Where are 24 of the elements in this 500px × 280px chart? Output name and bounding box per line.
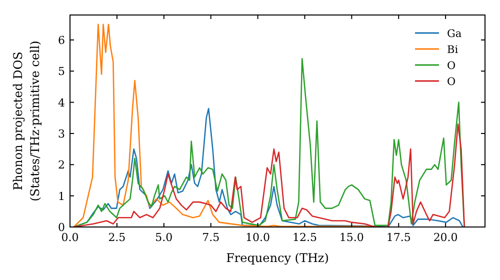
line-series xyxy=(73,24,380,227)
y-tick-label: 6 xyxy=(58,34,65,47)
x-tick-label: 5.0 xyxy=(155,231,173,244)
y-tick-label: 5 xyxy=(58,65,65,78)
legend-label: O xyxy=(447,60,456,72)
x-tick-label: 10.0 xyxy=(246,231,270,244)
y-tick-label: 4 xyxy=(58,96,65,110)
x-tick-label: 0.0 xyxy=(61,231,79,244)
x-tick-label: 17.5 xyxy=(386,231,411,244)
x-axis-title: Frequency (THz) xyxy=(226,251,329,265)
y-tick-label: 3 xyxy=(58,127,65,140)
x-tick-label: 15.0 xyxy=(339,231,364,244)
x-tick-label: 20.0 xyxy=(433,231,458,244)
x-tick-label: 7.5 xyxy=(202,231,220,244)
line-series xyxy=(73,58,465,227)
x-tick-label: 2.5 xyxy=(108,231,126,244)
y-axis-title: Phonon projected DOS (States/THz·primitive cell) xyxy=(11,40,42,202)
legend-label: Ga xyxy=(447,28,462,40)
x-tick-label: 12.5 xyxy=(292,231,317,244)
y-tick-label: 1 xyxy=(58,190,65,203)
y-tick-label: 2 xyxy=(58,158,65,172)
legend-label: O xyxy=(447,76,456,88)
legend-label: Bi xyxy=(447,44,459,56)
y-tick-label: 0 xyxy=(58,221,65,234)
